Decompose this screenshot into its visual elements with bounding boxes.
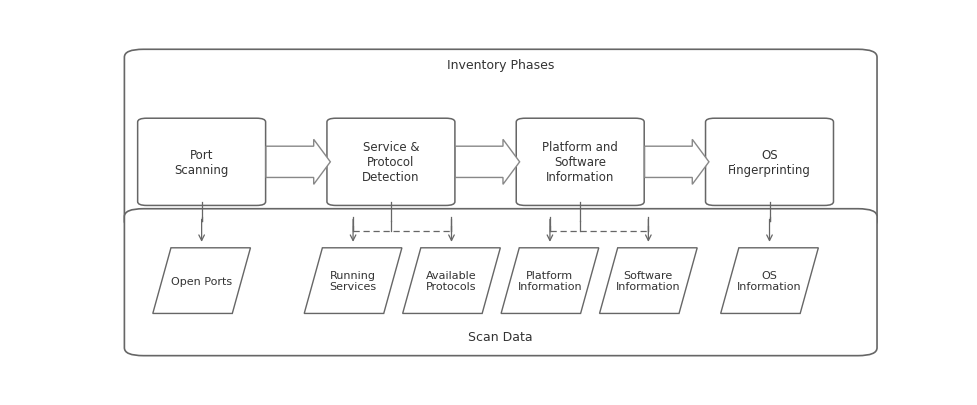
Polygon shape: [645, 140, 709, 185]
Text: Software
Information: Software Information: [616, 270, 681, 292]
FancyBboxPatch shape: [516, 119, 644, 206]
Text: Port
Scanning: Port Scanning: [175, 149, 229, 177]
Polygon shape: [501, 248, 599, 313]
Polygon shape: [403, 248, 500, 313]
Text: Platform
Information: Platform Information: [518, 270, 582, 292]
Polygon shape: [455, 140, 520, 185]
FancyBboxPatch shape: [124, 50, 877, 230]
FancyBboxPatch shape: [327, 119, 455, 206]
Text: OS
Fingerprinting: OS Fingerprinting: [728, 149, 811, 177]
Text: Open Ports: Open Ports: [171, 276, 233, 286]
Polygon shape: [304, 248, 402, 313]
Text: Service &
Protocol
Detection: Service & Protocol Detection: [362, 141, 420, 184]
Text: Platform and
Software
Information: Platform and Software Information: [542, 141, 618, 184]
Text: Scan Data: Scan Data: [468, 330, 533, 343]
Polygon shape: [266, 140, 330, 185]
Text: OS
Information: OS Information: [738, 270, 802, 292]
Text: Inventory Phases: Inventory Phases: [447, 59, 554, 72]
Polygon shape: [721, 248, 819, 313]
FancyBboxPatch shape: [138, 119, 266, 206]
Polygon shape: [152, 248, 250, 313]
Text: Running
Services: Running Services: [329, 270, 376, 292]
Polygon shape: [600, 248, 698, 313]
FancyBboxPatch shape: [124, 209, 877, 356]
FancyBboxPatch shape: [705, 119, 833, 206]
Text: Available
Protocols: Available Protocols: [426, 270, 477, 292]
